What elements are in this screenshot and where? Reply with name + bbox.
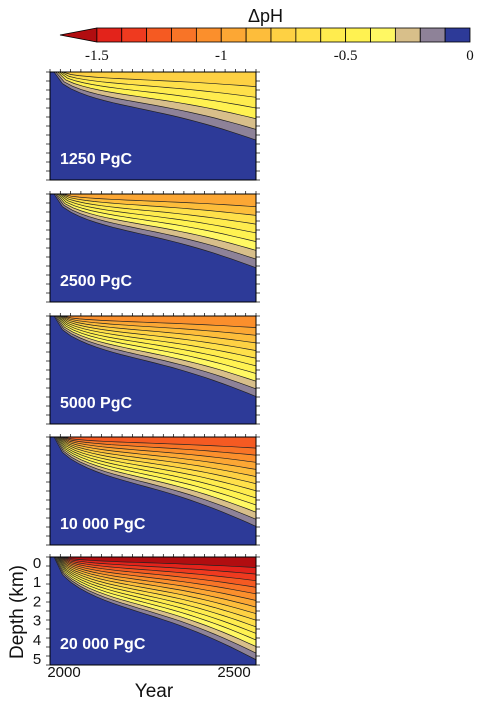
heatmap-panel: 5000 PgC — [46, 313, 260, 425]
contour-band — [63, 316, 256, 328]
contour-band — [63, 194, 256, 208]
heatmap-panel: 1250 PgC — [46, 69, 260, 181]
panel-label: 1250 PgC — [60, 151, 132, 168]
colorbar-level — [295, 27, 322, 43]
y-tick-label: 2 — [33, 593, 41, 610]
y-tick-label: 3 — [33, 613, 41, 630]
contour-band — [63, 437, 256, 449]
contour-band — [63, 557, 256, 568]
panel-label: 20 000 PgC — [60, 636, 146, 653]
colorbar-level — [245, 27, 272, 43]
colorbar-level — [121, 27, 148, 43]
y-tick-label: 5 — [33, 651, 41, 668]
y-tick-label: 0 — [33, 555, 41, 572]
colorbar-level — [394, 27, 421, 43]
colorbar-arrow — [59, 27, 98, 43]
colorbar-level — [320, 27, 347, 43]
colorbar-level — [195, 27, 222, 43]
colorbar-ticks: -1.5 -1 -0.5 0 — [85, 48, 474, 64]
colorbar-level — [370, 27, 396, 43]
colorbar-level — [444, 27, 471, 43]
contour-band — [62, 72, 256, 88]
colorbar-tick-label: -1 — [215, 48, 228, 64]
panel-label: 2500 PgC — [60, 273, 132, 290]
colorbar-tick-label: -1.5 — [85, 48, 109, 64]
colorbar-title: ΔpH — [248, 6, 283, 26]
x-tick-label: 2000 — [47, 664, 80, 681]
panels: 1250 PgC 2500 PgC 5000 PgC 10 000 PgC 20 000… — [33, 69, 260, 681]
colorbar-level — [419, 27, 446, 43]
panel-label: 10 000 PgC — [60, 516, 146, 533]
x-tick-label: 2500 — [217, 664, 250, 681]
colorbar-level — [146, 27, 172, 43]
x-axis-label: Year — [135, 681, 174, 702]
colorbar-level — [220, 27, 247, 43]
y-tick-label: 1 — [33, 574, 41, 591]
y-tick-label: 4 — [33, 632, 41, 649]
colorbar-level — [270, 27, 297, 43]
colorbar — [59, 27, 471, 43]
heatmap-panel: 10 000 PgC — [46, 434, 260, 546]
y-axis-label: Depth (km) — [7, 565, 28, 659]
colorbar-level — [171, 27, 197, 43]
colorbar-tick-label: 0 — [466, 48, 474, 64]
panel-label: 5000 PgC — [60, 395, 132, 412]
colorbar-level — [96, 27, 123, 43]
heatmap-panel: 20 000 PgC — [46, 554, 260, 666]
heatmap-panel: 2500 PgC — [46, 191, 260, 303]
colorbar-level — [345, 27, 371, 43]
colorbar-tick-label: -0.5 — [334, 48, 358, 64]
